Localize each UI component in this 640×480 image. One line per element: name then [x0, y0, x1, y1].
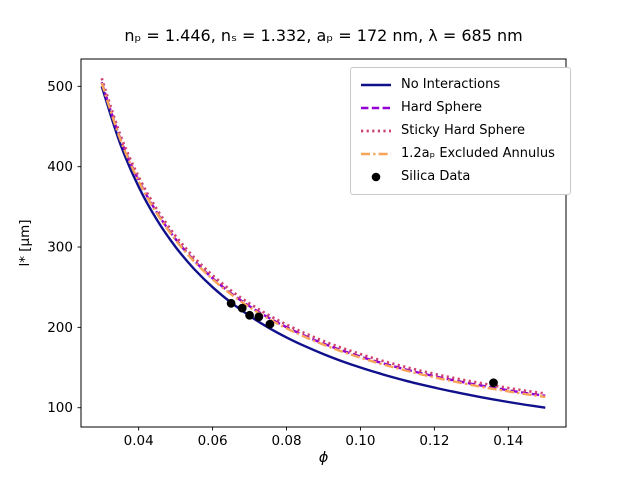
legend-label-sticky-hard-sphere: Sticky Hard Sphere [401, 123, 526, 138]
y-tick-label: 400 [47, 159, 73, 175]
chart-title: nₚ = 1.446, nₛ = 1.332, aₚ = 172 nm, λ =… [124, 26, 523, 45]
legend-label-hard-sphere: Hard Sphere [401, 100, 483, 115]
y-axis-label: l* [μm] [17, 219, 33, 267]
curve-1-2a-excluded-annulus [100, 82, 546, 399]
x-tick-label: 0.06 [198, 433, 228, 449]
legend-item-silica-data: Silica Data [360, 167, 562, 187]
legend-label-1-2a-excluded-annulus: 1.2aₚ Excluded Annulus [401, 146, 555, 161]
legend-swatch-sticky-hard-sphere [361, 129, 391, 133]
y-tick-label: 100 [47, 400, 73, 416]
legend-marker-dot [371, 172, 381, 182]
silica-data-point [254, 312, 264, 322]
legend-swatch-hard-sphere [361, 106, 391, 110]
y-tick-label: 300 [47, 240, 73, 256]
curve-no-interactions [100, 85, 546, 409]
silica-data-point [226, 298, 236, 308]
legend-swatch-no-interactions [361, 83, 391, 87]
legend-item-sticky-hard-sphere: Sticky Hard Sphere [360, 121, 562, 141]
x-tick-label: 0.10 [345, 433, 375, 449]
legend-item-no-interactions: No Interactions [360, 75, 562, 95]
silica-data-point [237, 303, 247, 313]
x-tick-label: 0.08 [272, 433, 302, 449]
legend-item-1-2a-excluded-annulus: 1.2aₚ Excluded Annulus [360, 144, 562, 164]
y-tick-label: 500 [47, 79, 73, 95]
curve-sticky-hard-sphere [100, 77, 546, 395]
legend-label-silica-data: Silica Data [401, 169, 471, 184]
x-tick-label: 0.14 [493, 433, 523, 449]
silica-data-point [489, 378, 498, 388]
x-axis-label: ϕ [318, 450, 329, 466]
silica-data-point [245, 310, 255, 320]
x-tick-label: 0.04 [124, 433, 154, 449]
legend-swatch-silica-data [371, 172, 381, 182]
legend: No Interactions Hard Sphere Sticky Hard Sp… [350, 67, 571, 195]
legend-swatch-1-2a-excluded-annulus [361, 152, 391, 156]
y-tick-label: 200 [47, 320, 73, 336]
silica-data-point [265, 319, 275, 329]
legend-item-hard-sphere: Hard Sphere [360, 98, 562, 118]
legend-label-no-interactions: No Interactions [401, 77, 501, 92]
axes-spines [80, 58, 567, 428]
x-tick-label: 0.12 [419, 433, 449, 449]
